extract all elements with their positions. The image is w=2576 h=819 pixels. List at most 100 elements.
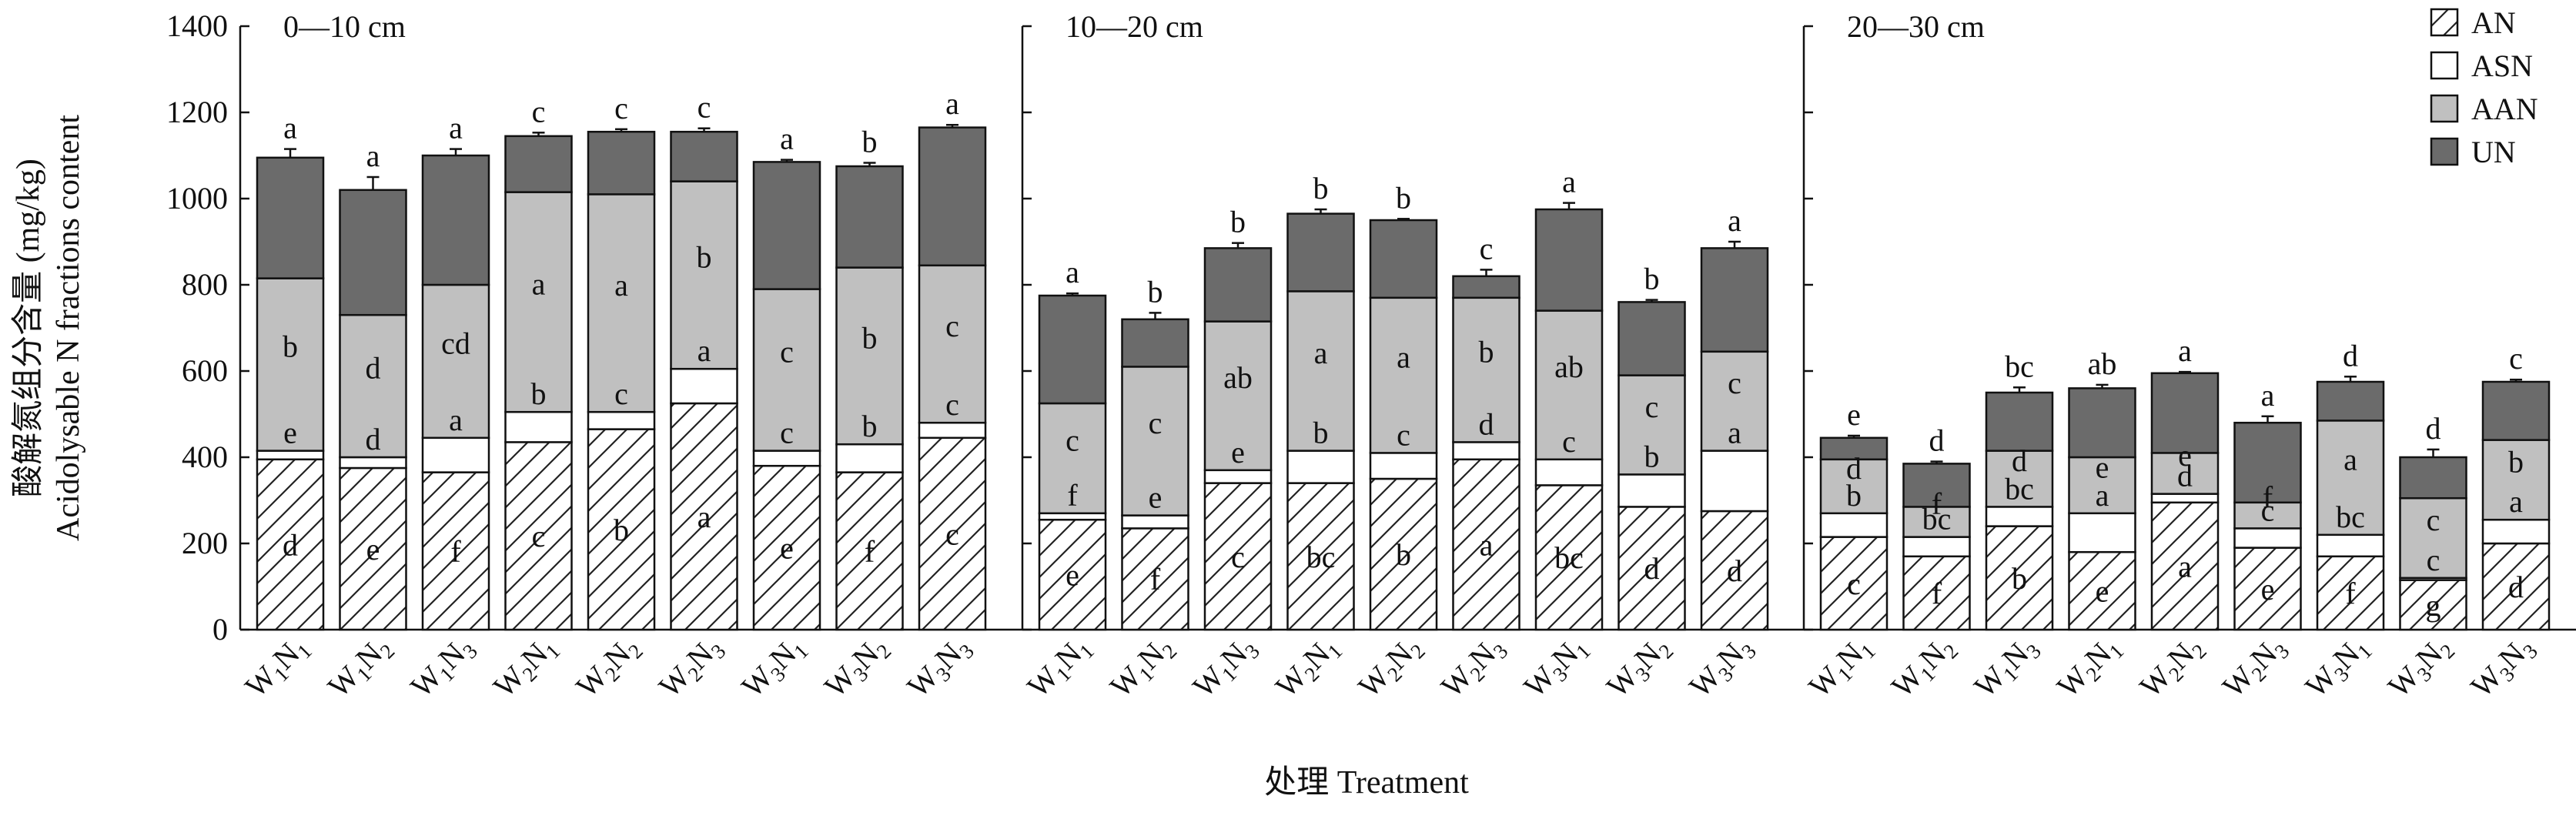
letter-an: b bbox=[2012, 561, 2027, 596]
y-axis-title-en: Acidolysable N fractions content bbox=[51, 115, 86, 541]
letter-an: b bbox=[1396, 537, 1411, 572]
bar-segment-an bbox=[1369, 477, 1438, 631]
bar-segment-aan bbox=[752, 288, 821, 452]
letter-aan: c bbox=[1728, 366, 1741, 400]
bar-segment-asn bbox=[339, 456, 407, 470]
legend: AN ASN AAN UN bbox=[2430, 5, 2538, 169]
bar-segment-asn bbox=[2150, 493, 2220, 504]
bar-segment-asn bbox=[587, 410, 656, 430]
bar-segment-aan bbox=[1452, 296, 1521, 443]
letter-an: f bbox=[1150, 562, 1161, 597]
letter-an: e bbox=[1066, 558, 1079, 593]
bar-segment-un bbox=[1038, 294, 1107, 405]
legend-label-asn: ASN bbox=[2471, 48, 2533, 83]
letter-aan: b bbox=[1479, 335, 1494, 369]
letter-un: b bbox=[1313, 171, 1329, 206]
letter-asn: e bbox=[283, 416, 297, 450]
bar-segment-aan bbox=[2068, 456, 2136, 515]
x-tick-label-text: W2N1 bbox=[487, 629, 565, 707]
x-tick-label-text: W3N2 bbox=[2381, 629, 2460, 707]
panel-3: 20—30 cmcbdeW1N1fbcfdW1N2bbcdbcW1N3eaeab… bbox=[1802, 9, 2551, 707]
legend-swatch-asn bbox=[2430, 51, 2459, 80]
panel-title: 20—30 cm bbox=[1847, 9, 1985, 44]
bar-segment-an bbox=[1985, 525, 2054, 631]
letter-un: c bbox=[614, 91, 628, 125]
letter-aan: a bbox=[2343, 443, 2357, 477]
bar-segment-an bbox=[1452, 458, 1521, 631]
letter-un: a bbox=[1562, 165, 1576, 199]
letter-un: d bbox=[2426, 411, 2441, 446]
bar-stack: d ab c bbox=[2481, 341, 2551, 631]
bar-segment-aan bbox=[339, 313, 407, 459]
bar-segment-an bbox=[1203, 482, 1273, 631]
panel-1: 0—10 cm d e b a W1N1 e d d a W1N2 f a cd a W1N3 c b a c W2N1… bbox=[238, 9, 987, 707]
letter-asn: e bbox=[1231, 435, 1245, 470]
bar-segment-asn bbox=[256, 450, 325, 461]
bar-stack: c b a c bbox=[504, 94, 573, 631]
letter-un: a bbox=[945, 86, 959, 121]
bar-segment-aan bbox=[1038, 402, 1107, 515]
x-tick-label-text: W2N2 bbox=[569, 629, 647, 707]
letter-asn: f bbox=[1067, 478, 1078, 513]
bar-segment-aan bbox=[504, 191, 573, 413]
letter-un: a bbox=[2178, 333, 2192, 368]
letter-an: g bbox=[2426, 588, 2441, 623]
letter-asn: c bbox=[2427, 543, 2441, 577]
bar-stack: bc b a b bbox=[1286, 171, 1355, 631]
x-tick-label-text: W2N1 bbox=[2050, 629, 2129, 707]
letter-asn: c bbox=[614, 376, 628, 411]
legend-label-an: AN bbox=[2471, 5, 2516, 40]
legend-swatch-aan bbox=[2430, 94, 2459, 123]
letter-un: a bbox=[1066, 255, 1079, 289]
bar-segment-asn bbox=[1534, 458, 1604, 486]
bar-segment-asn bbox=[1369, 452, 1438, 480]
x-tick-label: W1N1 bbox=[1802, 629, 1880, 707]
bar-segment-an bbox=[1121, 527, 1189, 631]
letter-aan: f bbox=[1932, 486, 1942, 521]
letter-asn: c bbox=[1397, 417, 1410, 452]
letter-un: c bbox=[532, 94, 546, 129]
letter-aan: c bbox=[945, 309, 959, 343]
bar-segment-asn bbox=[1700, 450, 1769, 513]
x-tick-label-text: W1N2 bbox=[1103, 629, 1182, 707]
bar-stack: a a b c bbox=[670, 90, 738, 631]
y-tick-label: 1000 bbox=[166, 181, 228, 216]
x-tick-label-text: W2N1 bbox=[1269, 629, 1347, 707]
letter-aan: b bbox=[2508, 444, 2524, 479]
letter-un: b bbox=[1148, 274, 1163, 309]
bar-segment-asn bbox=[1985, 506, 2054, 527]
bar-segment-an bbox=[421, 471, 490, 631]
x-tick-label-text: W1N3 bbox=[403, 629, 482, 707]
letter-asn: d bbox=[2177, 459, 2193, 493]
letter-aan: c bbox=[1645, 389, 1659, 424]
bar-segment-asn bbox=[421, 436, 490, 473]
bar-segment-un bbox=[670, 130, 738, 182]
letter-asn: d bbox=[366, 422, 381, 456]
letter-asn: b bbox=[862, 409, 878, 443]
bar-segment-un bbox=[1286, 212, 1355, 292]
bar-segment-aan bbox=[1203, 320, 1273, 472]
x-tick-label-text: W3N3 bbox=[900, 629, 979, 707]
letter-an: e bbox=[2096, 574, 2109, 609]
bar-segment-an bbox=[2068, 550, 2136, 631]
letter-asn: a bbox=[2509, 484, 2523, 519]
bar-segment-an bbox=[918, 436, 987, 631]
x-tick-label-text: W3N2 bbox=[818, 629, 896, 707]
x-tick-label-text: W1N1 bbox=[1802, 629, 1880, 707]
letter-an: d bbox=[283, 527, 298, 562]
bar-segment-un bbox=[1985, 391, 2054, 452]
x-tick-label-text: W3N2 bbox=[1600, 629, 1678, 707]
x-tick-label-text: W3N3 bbox=[1682, 629, 1761, 707]
letter-aan: d bbox=[1846, 451, 1862, 486]
bar-stack: f a cd a bbox=[421, 111, 490, 631]
x-tick-label-text: W1N1 bbox=[238, 629, 316, 707]
x-tick-label-text: W1N2 bbox=[1885, 629, 1963, 707]
letter-asn: b bbox=[1313, 416, 1329, 450]
letter-un: c bbox=[1480, 231, 1494, 266]
letter-un: b bbox=[1230, 205, 1246, 239]
letter-un: b bbox=[1396, 180, 1411, 215]
